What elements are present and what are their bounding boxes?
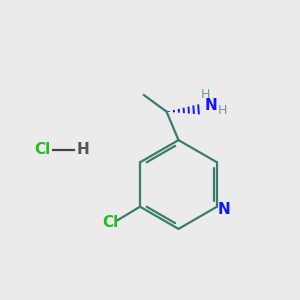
Text: N: N (217, 202, 230, 217)
Text: N: N (204, 98, 217, 112)
Text: Cl: Cl (34, 142, 50, 158)
Text: Cl: Cl (103, 215, 119, 230)
Text: H: H (201, 88, 210, 101)
Text: H: H (217, 104, 227, 117)
Text: H: H (76, 142, 89, 158)
